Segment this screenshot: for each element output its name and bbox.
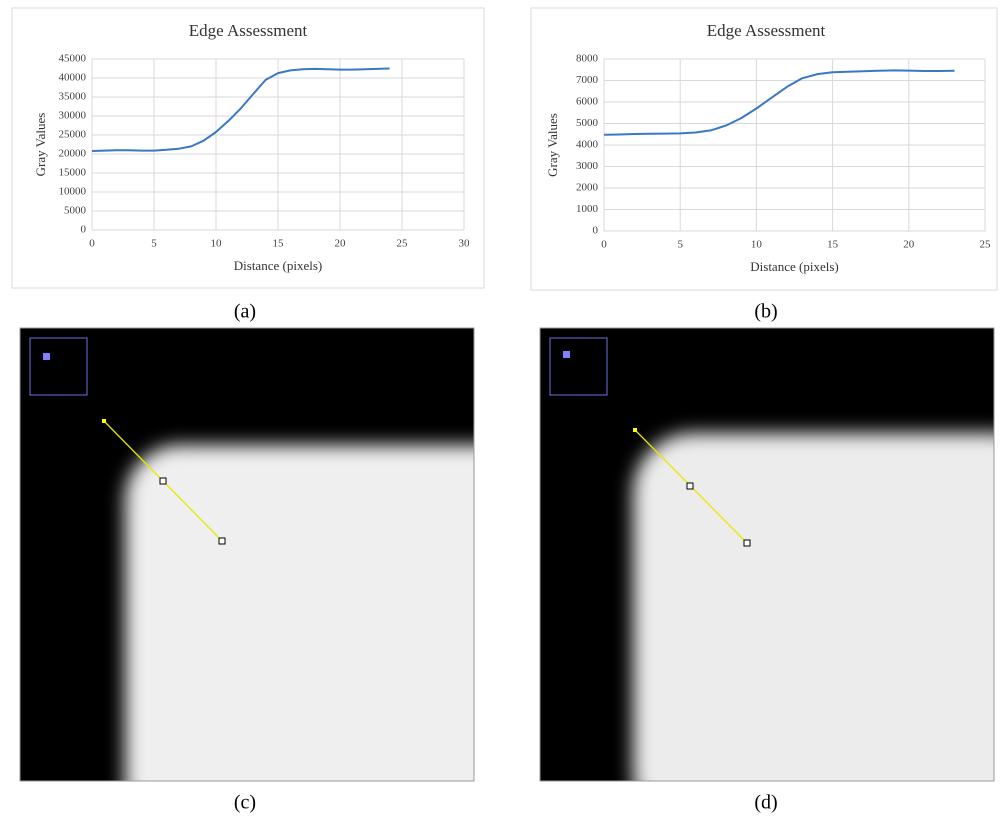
x-tick-label: 5 <box>677 239 683 251</box>
x-axis-label: Distance (pixels) <box>234 258 322 273</box>
panel-label: (c) <box>234 792 256 814</box>
y-tick-label: 30000 <box>59 110 87 122</box>
chart-title: Edge Assessment <box>189 21 308 40</box>
y-tick-label: 25000 <box>59 129 87 141</box>
x-tick-label: 30 <box>459 238 471 250</box>
page: {"chart_data": [ {"type": "line", "title… <box>0 0 1001 821</box>
image-d <box>540 328 1001 821</box>
x-tick-label: 5 <box>151 238 157 250</box>
y-tick-label: 7000 <box>576 74 599 86</box>
x-tick-label: 0 <box>601 239 607 251</box>
y-tick-label: 15000 <box>59 167 87 179</box>
y-axis-label: Gray Values <box>33 113 48 177</box>
panel-label: (a) <box>234 301 256 323</box>
panel-label: (d) <box>754 792 777 814</box>
x-tick-label: 10 <box>211 238 223 250</box>
x-tick-label: 0 <box>89 238 95 250</box>
x-tick-label: 25 <box>397 238 409 250</box>
figure: (a) (b) (c) (d) Edge Assessment050001000… <box>0 0 1001 821</box>
x-tick-label: 15 <box>827 239 839 251</box>
x-axis-label: Distance (pixels) <box>750 259 838 274</box>
y-tick-label: 3000 <box>576 160 599 172</box>
y-tick-label: 1000 <box>576 203 599 215</box>
y-tick-label: 45000 <box>59 53 87 65</box>
y-tick-label: 8000 <box>576 53 599 65</box>
y-tick-label: 35000 <box>59 91 87 103</box>
image-c <box>20 328 545 821</box>
y-tick-label: 6000 <box>576 96 599 108</box>
y-tick-label: 5000 <box>64 205 87 217</box>
y-tick-label: 0 <box>593 225 599 237</box>
chart-title: Edge Assessment <box>707 21 826 40</box>
y-tick-label: 2000 <box>576 182 599 194</box>
y-tick-label: 20000 <box>59 148 87 160</box>
y-tick-label: 40000 <box>59 72 87 84</box>
y-axis-label: Gray Values <box>545 113 560 177</box>
panel-label: (b) <box>754 301 777 323</box>
x-tick-label: 15 <box>273 238 285 250</box>
y-tick-label: 4000 <box>576 139 599 151</box>
x-tick-label: 10 <box>751 239 763 251</box>
x-tick-label: 20 <box>903 239 915 251</box>
y-tick-label: 5000 <box>576 117 599 129</box>
x-tick-label: 25 <box>980 239 992 251</box>
x-tick-label: 20 <box>335 238 347 250</box>
y-tick-label: 10000 <box>59 186 87 198</box>
y-tick-label: 0 <box>81 224 87 236</box>
